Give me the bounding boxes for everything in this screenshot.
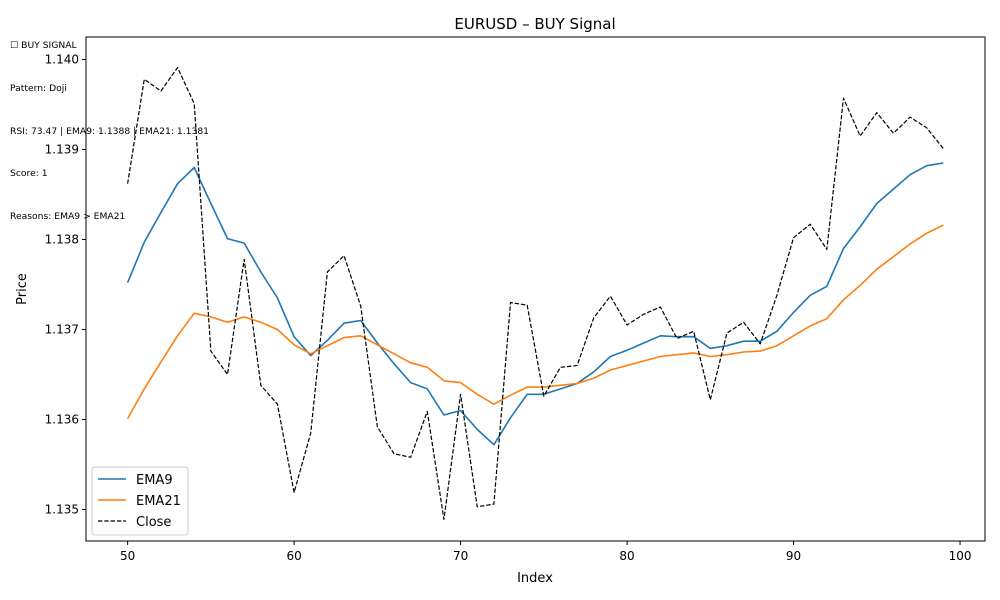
y-tick-label: 1.137 — [45, 323, 79, 337]
x-axis: 50 60 70 80 90 100 — [120, 541, 972, 563]
x-tick-label: 70 — [453, 549, 468, 563]
legend-label-ema9: EMA9 — [136, 473, 173, 488]
legend-box — [91, 466, 189, 536]
pattern-info-line: Pattern: Doji — [10, 83, 67, 94]
legend-label-ema21: EMA21 — [136, 494, 181, 509]
x-axis-label: Index — [517, 571, 553, 586]
y-tick-label: 1.136 — [45, 413, 79, 427]
y-tick-label: 1.139 — [45, 143, 79, 157]
x-tick-label: 100 — [949, 549, 972, 563]
plot-frame — [85, 36, 986, 542]
signal-info-line: ☐ BUY SIGNAL — [10, 40, 77, 52]
y-tick-label: 1.138 — [45, 233, 79, 247]
plot-area — [126, 66, 944, 521]
score-info-line: Score: 1 — [10, 168, 48, 180]
x-tick-label: 90 — [786, 549, 801, 563]
x-tick-label: 50 — [120, 549, 135, 563]
x-tick-label: 80 — [619, 549, 634, 563]
y-axis: 1.135 1.136 1.137 1.138 1.139 1.140 — [45, 53, 86, 517]
signal-info-box: ☐ BUY SIGNAL Pattern: Doji RSI: 73.47 | … — [10, 11, 209, 238]
series-line-ema9 — [126, 162, 944, 446]
reasons-info-line: Reasons: EMA9 > EMA21 — [10, 210, 126, 222]
x-tick-label: 60 — [286, 549, 301, 563]
legend: EMA9 EMA21 Close — [91, 466, 189, 536]
y-tick-label: 1.135 — [45, 503, 79, 517]
series-line-close — [127, 66, 944, 521]
y-tick-label: 1.140 — [45, 53, 79, 67]
series-line-ema21 — [126, 224, 944, 419]
legend-label-close: Close — [136, 515, 171, 530]
chart-title: EURUSD – BUY Signal — [454, 15, 615, 33]
indicator-info-line: RSI: 73.47 | EMA9: 1.1388 | EMA21: 1.138… — [10, 125, 210, 137]
y-axis-label: Price — [15, 273, 30, 305]
